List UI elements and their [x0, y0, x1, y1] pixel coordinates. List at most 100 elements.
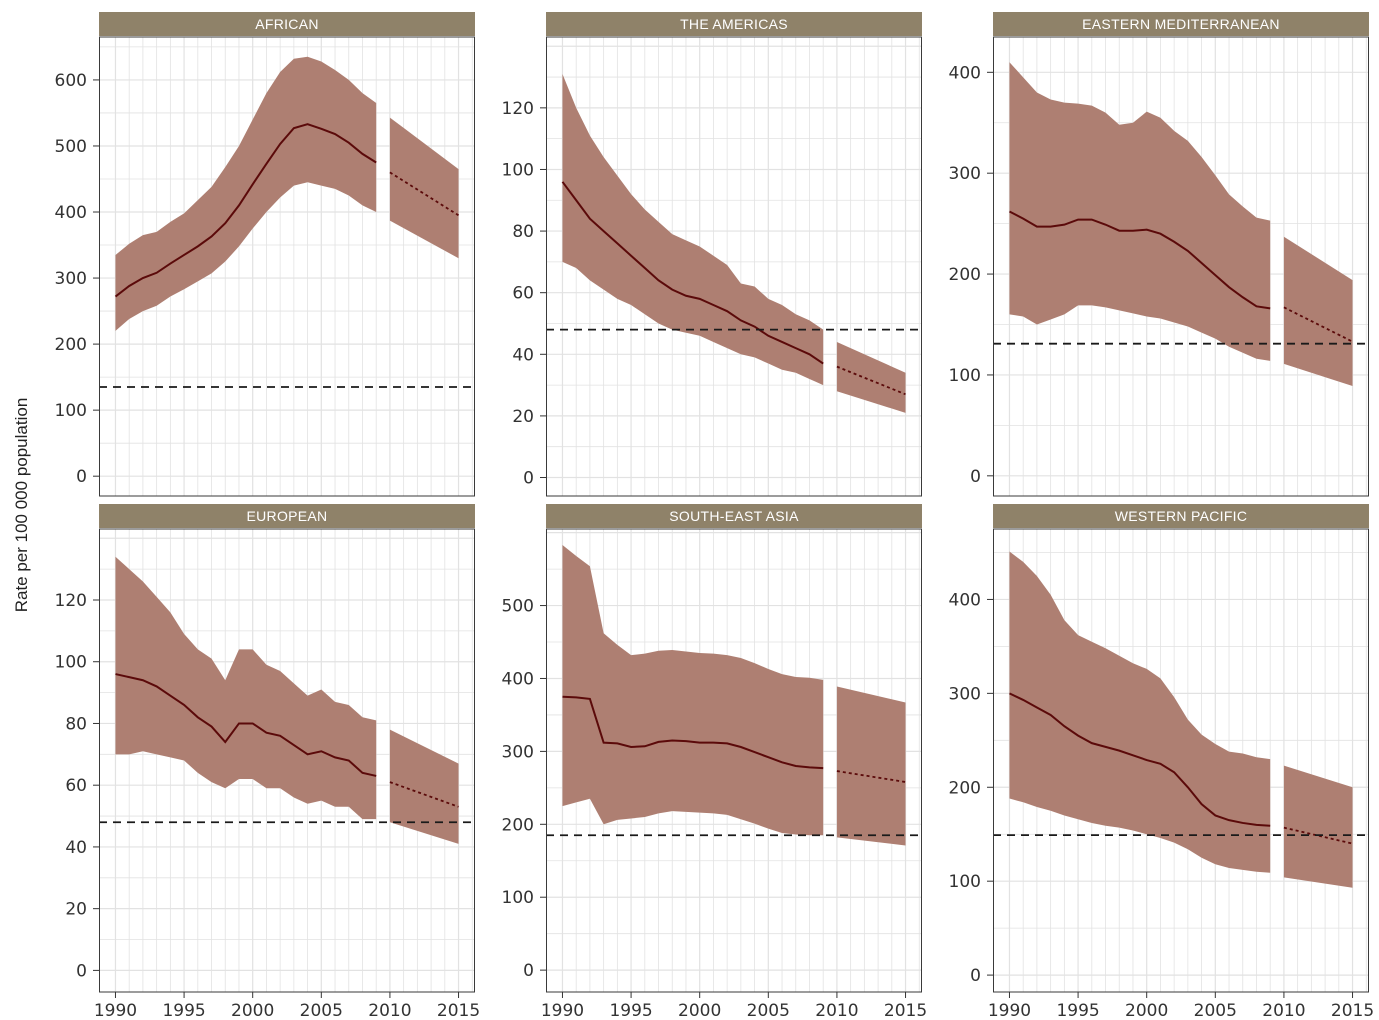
x-tick-label: 1990 — [541, 1001, 584, 1020]
panel-the-americas: 0 20 40 60 80 100 120 THE AMERICAS — [502, 12, 922, 497]
estimate-line — [561, 181, 824, 365]
uncertainty-band — [115, 556, 377, 820]
x-tick-label: 1990 — [94, 1001, 137, 1020]
y-tick-label: 100 — [949, 366, 981, 386]
y-tick-label: 120 — [55, 591, 87, 611]
panel-title: THE AMERICAS — [546, 12, 922, 36]
chart-svg: 0 100 200 300 400 500 600 — [55, 36, 475, 497]
panel-title: WESTERN PACIFIC — [993, 504, 1369, 528]
y-tick-label: 300 — [949, 684, 981, 704]
estimate-line — [1009, 692, 1271, 827]
y-tick-label: 0 — [523, 469, 534, 489]
panel-title: EASTERN MEDITERRANEAN — [993, 12, 1369, 36]
x-tick-label: 2005 — [1194, 1001, 1237, 1020]
projection-line — [1283, 306, 1353, 343]
y-tick-label: 60 — [65, 776, 87, 796]
projection-band — [836, 341, 906, 413]
y-axis-label: Rate per 100 000 population — [12, 397, 31, 613]
x-tick-label: 2005 — [300, 1001, 343, 1020]
panel-african: 0 100 200 300 400 500 600 AFRICAN — [55, 12, 475, 497]
panel-south-east-asia: 0 100 200 300 400 500 1990 1995 2000 2005 2010 2015… — [502, 504, 927, 1020]
plot-frame — [99, 36, 475, 497]
plot-frame — [993, 36, 1369, 497]
y-tick-label: 500 — [502, 597, 534, 617]
y-tick-label: 60 — [512, 284, 534, 304]
panel-european: 0 20 40 60 80 100 120 1990 1995 2000 2005 2010 2015 … — [55, 504, 480, 1020]
x-tick-label: 1995 — [1056, 1001, 1099, 1020]
panel-title: SOUTH-EAST ASIA — [546, 504, 922, 528]
x-tick-label: 2000 — [1125, 1001, 1168, 1020]
x-tick-label: 2000 — [678, 1001, 721, 1020]
panel-title: AFRICAN — [99, 12, 475, 36]
y-tick-label: 120 — [502, 99, 534, 119]
chart-svg: 0 20 40 60 80 100 120 1990 1995 2000 2005 2010 2015 — [55, 528, 480, 1020]
uncertainty-band — [562, 73, 824, 386]
y-tick-label: 100 — [502, 888, 534, 908]
uncertainty-band — [562, 545, 824, 836]
y-tick-label: 100 — [55, 653, 87, 673]
y-tick-label: 100 — [949, 872, 981, 892]
projection-band — [1283, 236, 1353, 387]
x-tick-label: 1995 — [162, 1001, 205, 1020]
chart-svg: 0 100 200 300 400 1990 1995 2000 2005 2010 2015 — [949, 528, 1374, 1020]
y-tick-label: 400 — [502, 669, 534, 689]
estimate-line — [115, 673, 377, 777]
y-tick-label: 400 — [949, 63, 981, 83]
y-tick-label: 0 — [523, 961, 534, 981]
panel-eastern-mediterranean: 0 100 200 300 400 EASTERN MEDITERRANEAN — [949, 12, 1369, 497]
y-tick-label: 0 — [970, 467, 981, 487]
projection-band — [1283, 765, 1353, 888]
x-tick-label: 2015 — [1331, 1001, 1374, 1020]
projection-line — [836, 365, 906, 396]
y-tick-label: 400 — [949, 590, 981, 610]
y-tick-label: 600 — [55, 71, 87, 91]
x-tick-label: 2015 — [437, 1001, 480, 1020]
plot-frame — [546, 36, 922, 497]
y-tick-label: 100 — [502, 160, 534, 180]
chart-svg: 0 100 200 300 400 500 1990 1995 2000 2005 2010 2015 — [502, 528, 927, 1020]
plot-frame — [993, 528, 1369, 993]
projection-band — [836, 686, 906, 846]
chart-svg: 0 100 200 300 400 — [949, 36, 1369, 497]
estimate-line — [114, 123, 377, 298]
projection-band — [389, 729, 459, 844]
plot-frame — [99, 528, 475, 993]
y-tick-label: 500 — [55, 137, 87, 157]
x-tick-label: 1995 — [609, 1001, 652, 1020]
uncertainty-band — [1009, 62, 1271, 361]
y-tick-label: 300 — [55, 269, 87, 289]
x-tick-label: 2005 — [747, 1001, 790, 1020]
x-tick-label: 2000 — [231, 1001, 274, 1020]
y-tick-label: 0 — [970, 966, 981, 986]
x-tick-label: 2010 — [815, 1001, 858, 1020]
projection-line — [389, 171, 460, 217]
y-tick-label: 100 — [55, 401, 87, 421]
plot-frame — [546, 528, 922, 993]
y-tick-label: 400 — [55, 203, 87, 223]
y-tick-label: 0 — [76, 961, 87, 981]
y-tick-label: 300 — [502, 742, 534, 762]
y-tick-label: 200 — [949, 778, 981, 798]
x-tick-label: 2010 — [368, 1001, 411, 1020]
y-tick-label: 20 — [512, 407, 534, 427]
chart-svg: 0 20 40 60 80 100 120 — [502, 36, 922, 497]
panel-western-pacific: 0 100 200 300 400 1990 1995 2000 2005 2010 2015 WE… — [949, 504, 1374, 1020]
y-tick-label: 40 — [512, 345, 534, 365]
estimate-line — [562, 695, 824, 770]
y-tick-label: 0 — [76, 467, 87, 487]
estimate-line — [1009, 210, 1271, 310]
y-tick-label: 300 — [949, 164, 981, 184]
x-tick-label: 2015 — [884, 1001, 927, 1020]
projection-line — [389, 781, 459, 808]
x-tick-label: 1990 — [988, 1001, 1031, 1020]
y-tick-label: 80 — [65, 714, 87, 734]
y-tick-label: 200 — [949, 265, 981, 285]
y-tick-label: 80 — [512, 222, 534, 242]
y-axis-label-wrap: Rate per 100 000 population — [0, 0, 40, 1020]
x-tick-label: 2010 — [1262, 1001, 1305, 1020]
grid — [546, 37, 922, 496]
projection-band — [389, 117, 459, 259]
y-tick-label: 40 — [65, 838, 87, 858]
panel-title: EUROPEAN — [99, 504, 475, 528]
uncertainty-band — [1009, 551, 1271, 873]
